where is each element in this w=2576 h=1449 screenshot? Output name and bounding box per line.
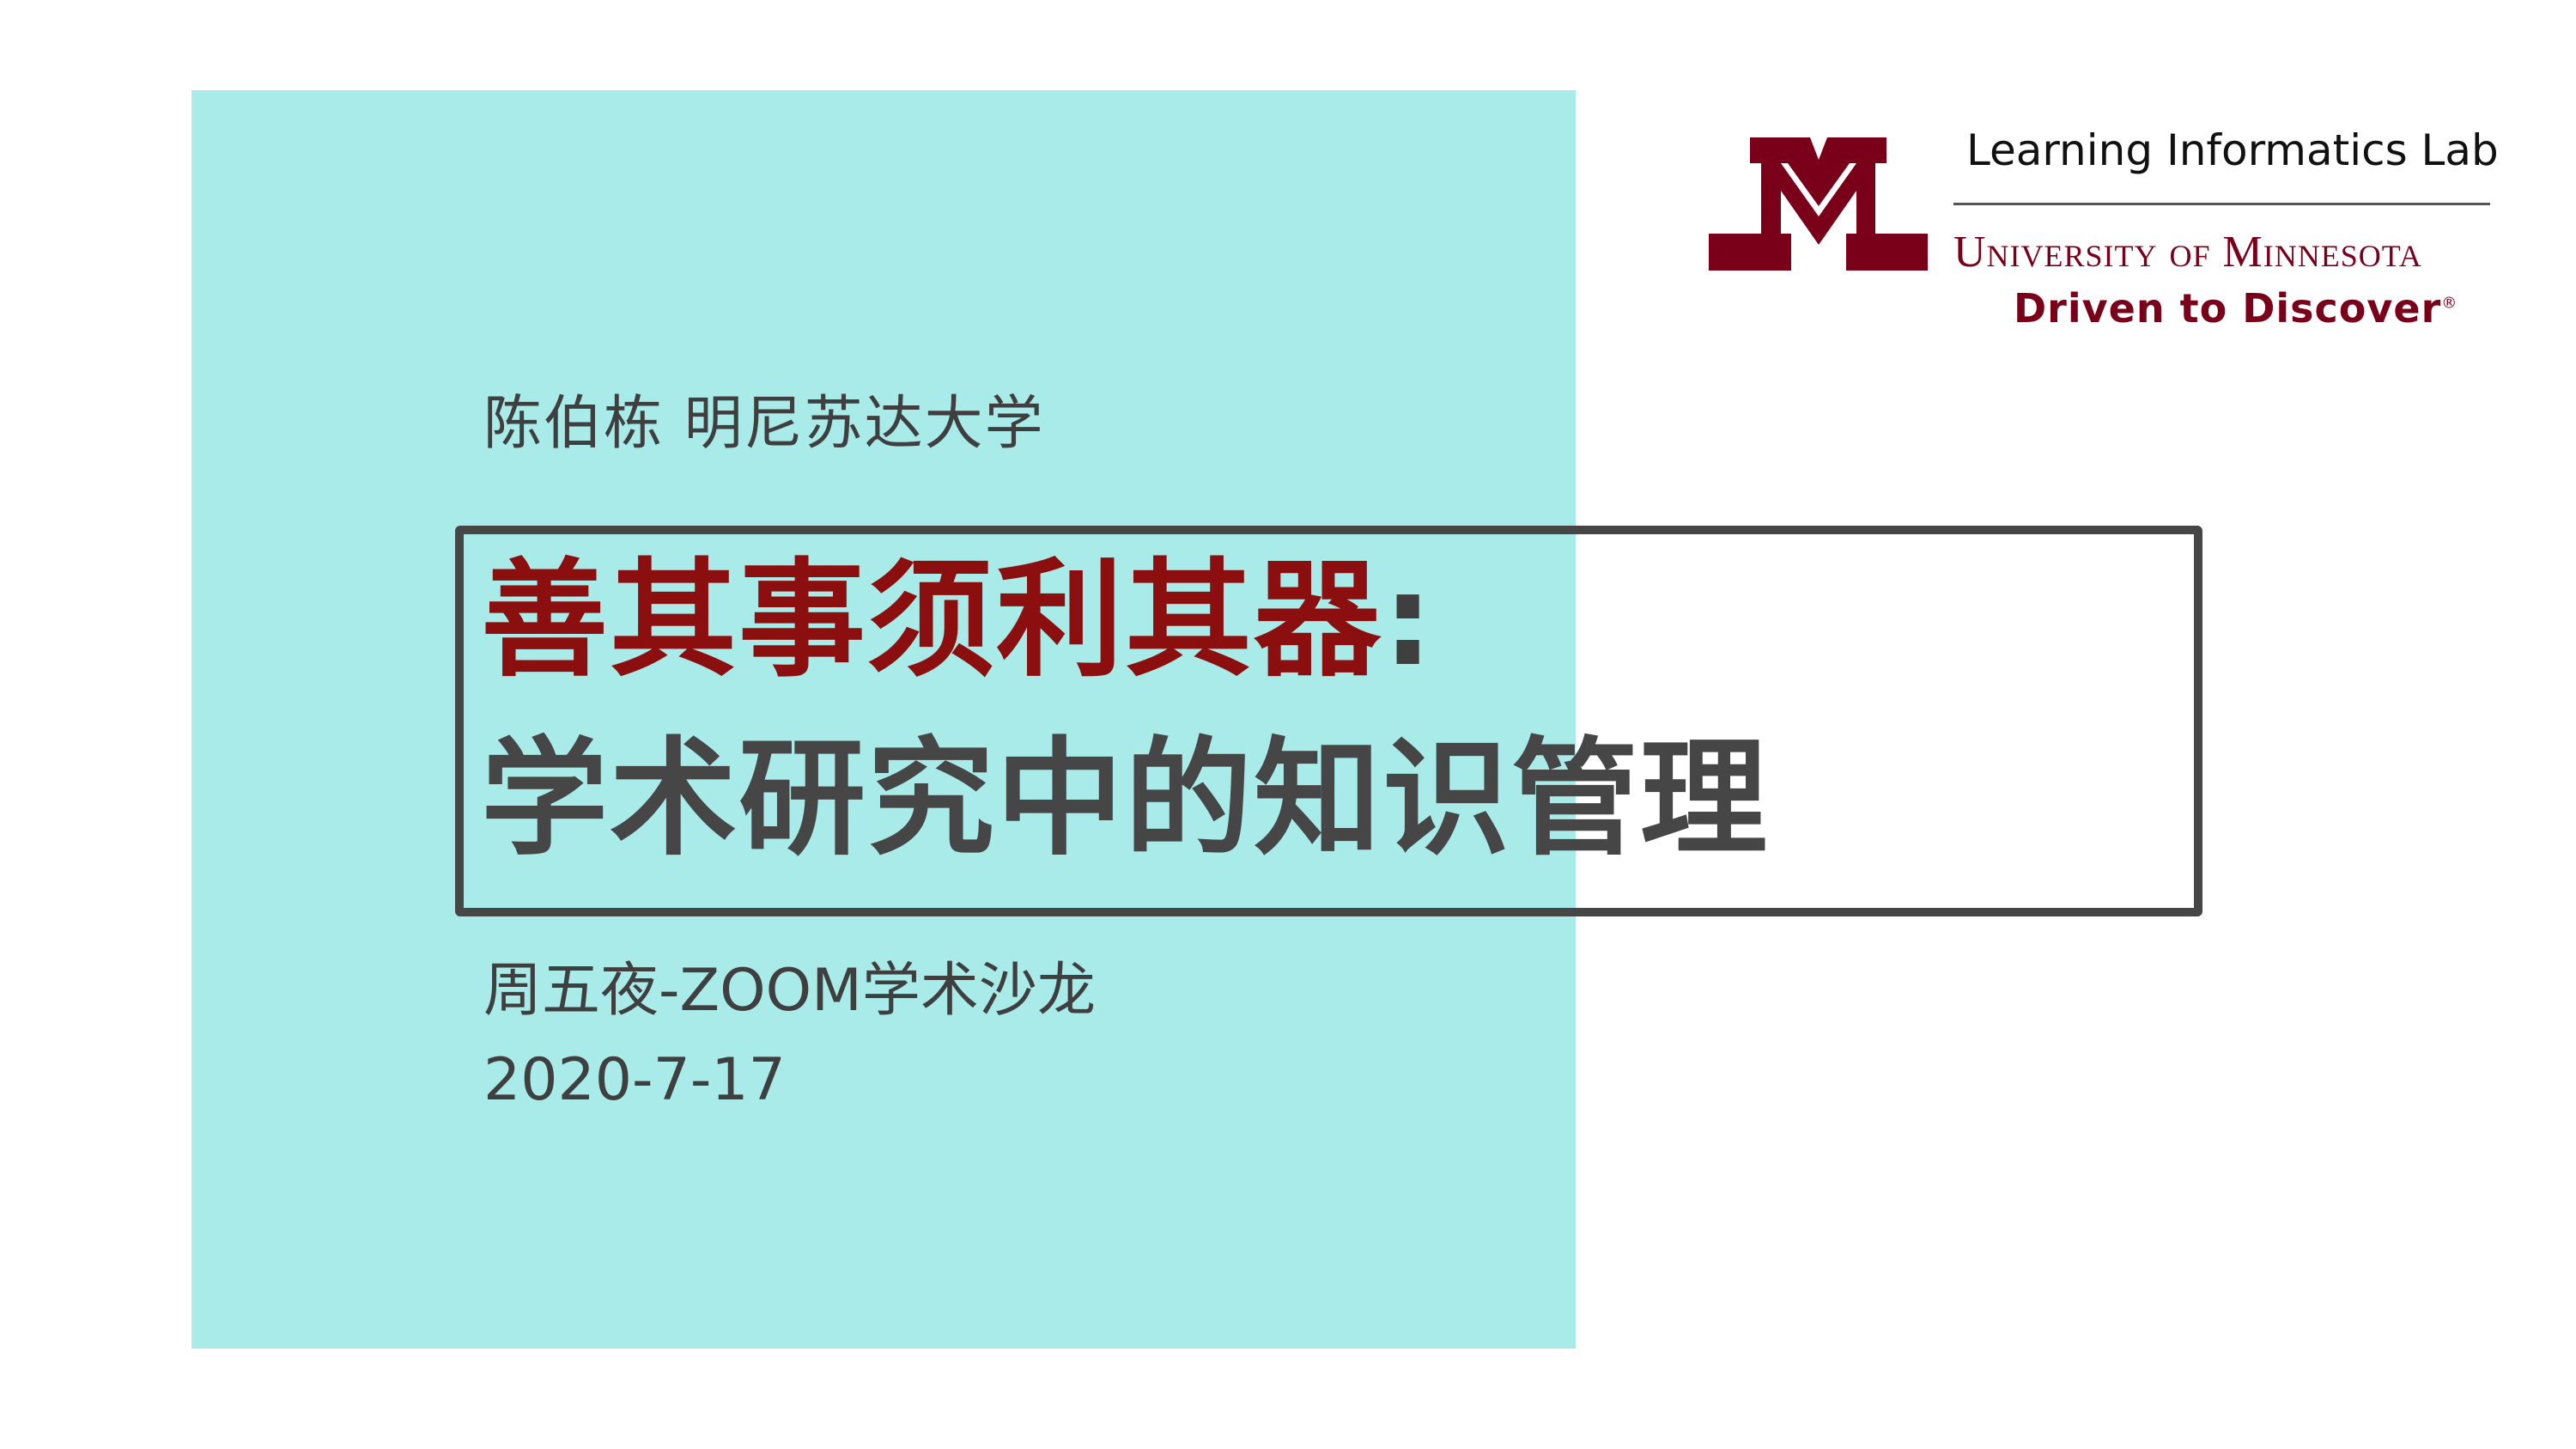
title-line-1: 善其事须利其器: bbox=[481, 557, 1435, 684]
university-tagline: Driven to Discover® bbox=[2014, 289, 2458, 328]
event-name: 周五夜-ZOOM学术沙龙 bbox=[483, 957, 1096, 1025]
title-frame bbox=[455, 526, 2202, 916]
university-name: University of Minnesota bbox=[1953, 228, 2422, 277]
university-logo: Learning Informatics Lab University of M… bbox=[1709, 129, 2507, 344]
author-affiliation: 陈伯栋 明尼苏达大学 bbox=[483, 390, 1045, 458]
title-line-2: 学术研究中的知识管理 bbox=[481, 725, 1769, 873]
registered-mark: ® bbox=[2441, 294, 2458, 313]
tagline-text: Driven to Discover bbox=[2014, 285, 2442, 332]
teal-background-block bbox=[191, 90, 1576, 1349]
lab-name: Learning Informatics Lab bbox=[1966, 125, 2499, 175]
university-m-logo-icon bbox=[1709, 137, 1928, 271]
title-main-text: 善其事须利其器 bbox=[481, 546, 1382, 694]
logo-divider bbox=[1953, 203, 2490, 205]
event-date: 2020-7-17 bbox=[483, 1046, 786, 1114]
title-colon: : bbox=[1382, 546, 1436, 694]
